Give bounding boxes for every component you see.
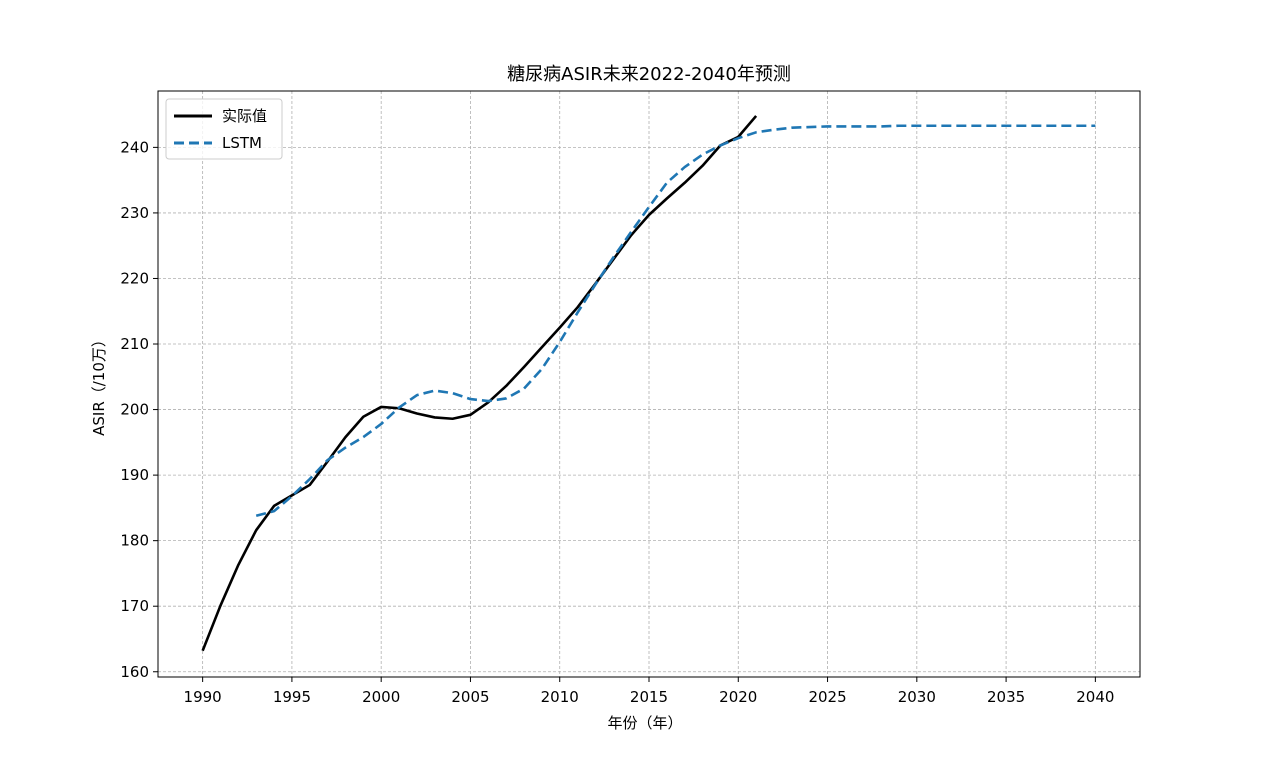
grid-lines	[158, 91, 1140, 677]
x-tick-label: 1990	[184, 688, 222, 706]
y-axis: 160 170 180 190 200 210 220 230 240	[120, 138, 158, 681]
y-tick-label: 170	[120, 597, 149, 615]
x-tick-label: 2000	[362, 688, 400, 706]
legend-label-actual: 实际值	[222, 107, 267, 125]
chart-title: 糖尿病ASIR未来2022-2040年预测	[507, 64, 791, 85]
x-tick-label: 2015	[630, 688, 668, 706]
y-tick-label: 190	[120, 466, 149, 484]
x-axis: 1990 1995 2000 2005 2010 2015 2020 2025 2030 2035…	[184, 677, 1114, 706]
x-tick-label: 2030	[898, 688, 936, 706]
x-tick-label: 2035	[987, 688, 1025, 706]
y-tick-label: 230	[120, 204, 149, 222]
series-layer	[201, 115, 1096, 652]
y-axis-label: ASIR（/10万）	[90, 332, 108, 436]
y-tick-label: 200	[120, 401, 149, 419]
series-line-lstm	[255, 124, 1096, 518]
y-tick-label: 210	[120, 335, 149, 353]
y-tick-label: 220	[120, 269, 149, 287]
x-tick-label: 2020	[719, 688, 757, 706]
y-tick-label: 240	[120, 138, 149, 156]
x-axis-label: 年份（年）	[607, 714, 682, 732]
x-tick-label: 2040	[1076, 688, 1114, 706]
x-tick-label: 2010	[541, 688, 579, 706]
x-tick-label: 1995	[273, 688, 311, 706]
x-tick-label: 2005	[451, 688, 489, 706]
y-tick-label: 180	[120, 532, 149, 550]
legend: 实际值 LSTM	[165, 98, 283, 160]
y-tick-label: 160	[120, 663, 149, 681]
legend-label-lstm: LSTM	[222, 134, 262, 152]
x-tick-label: 2025	[808, 688, 846, 706]
